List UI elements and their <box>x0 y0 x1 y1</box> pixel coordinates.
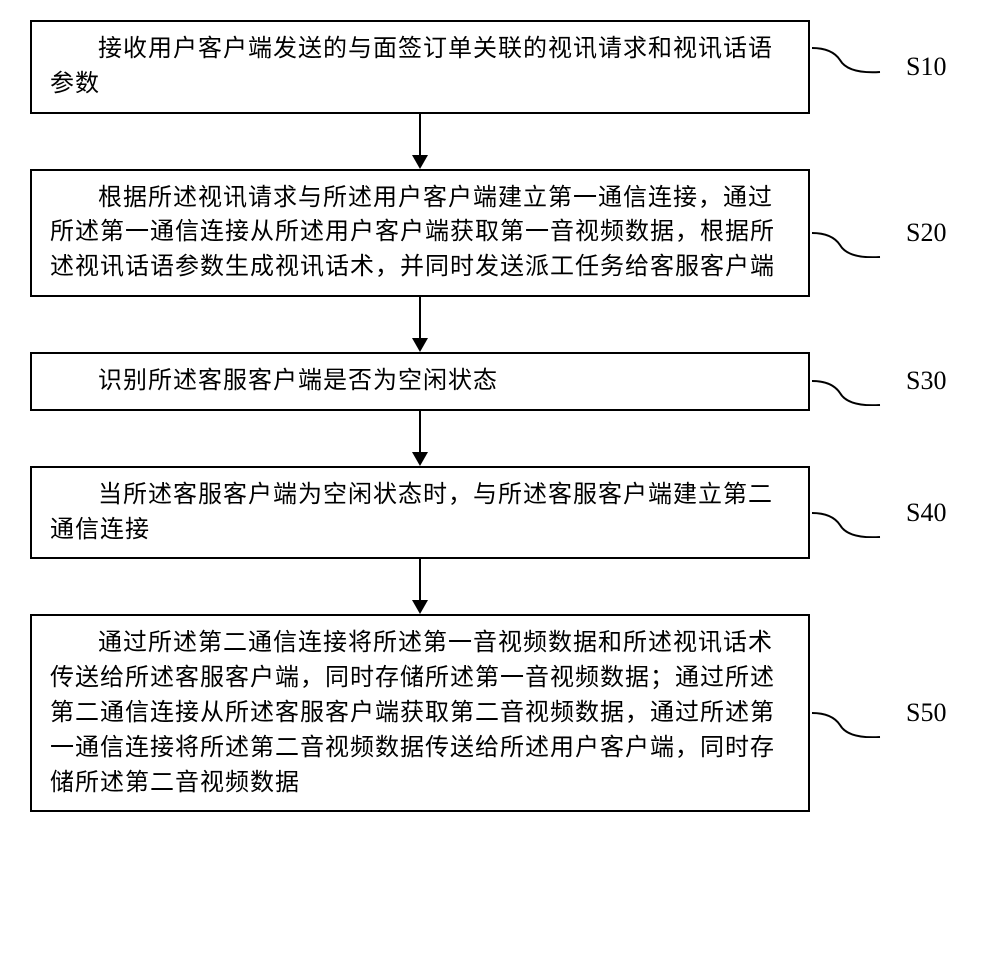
arrow-down <box>30 297 810 352</box>
step-box: 根据所述视讯请求与所述用户客户端建立第一通信连接，通过所述第一通信连接从所述用户… <box>30 169 810 297</box>
step-label: S40 <box>906 498 946 528</box>
step-text: 通过所述第二通信连接将所述第一音视频数据和所述视讯话术传送给所述客服客户端，同时… <box>50 626 790 800</box>
step-label: S50 <box>906 698 946 728</box>
step-label: S30 <box>906 366 946 396</box>
step-box: 接收用户客户端发送的与面签订单关联的视讯请求和视讯话语参数 <box>30 20 810 114</box>
arrow-down <box>30 114 810 169</box>
flow-step-s40: 当所述客服客户端为空闲状态时，与所述客服客户端建立第二通信连接 S40 <box>30 466 970 560</box>
flowchart-container: 接收用户客户端发送的与面签订单关联的视讯请求和视讯话语参数 S10 根据所述视讯… <box>30 20 970 812</box>
step-label-wrap: S30 <box>810 356 960 406</box>
step-label-wrap: S50 <box>810 688 960 738</box>
step-label: S20 <box>906 218 946 248</box>
step-label: S10 <box>906 52 946 82</box>
flow-step-s20: 根据所述视讯请求与所述用户客户端建立第一通信连接，通过所述第一通信连接从所述用户… <box>30 169 970 297</box>
step-box: 当所述客服客户端为空闲状态时，与所述客服客户端建立第二通信连接 <box>30 466 810 560</box>
flow-step-s50: 通过所述第二通信连接将所述第一音视频数据和所述视讯话术传送给所述客服客户端，同时… <box>30 614 970 812</box>
step-label-wrap: S20 <box>810 208 960 258</box>
flow-step-s30: 识别所述客服客户端是否为空闲状态 S30 <box>30 352 970 411</box>
step-label-wrap: S40 <box>810 488 960 538</box>
step-box: 识别所述客服客户端是否为空闲状态 <box>30 352 810 411</box>
arrow-down <box>30 559 810 614</box>
step-box: 通过所述第二通信连接将所述第一音视频数据和所述视讯话术传送给所述客服客户端，同时… <box>30 614 810 812</box>
step-text: 当所述客服客户端为空闲状态时，与所述客服客户端建立第二通信连接 <box>50 478 790 548</box>
step-text: 接收用户客户端发送的与面签订单关联的视讯请求和视讯话语参数 <box>50 32 790 102</box>
arrow-down <box>30 411 810 466</box>
step-text: 识别所述客服客户端是否为空闲状态 <box>50 364 790 399</box>
step-label-wrap: S10 <box>810 42 960 92</box>
flow-step-s10: 接收用户客户端发送的与面签订单关联的视讯请求和视讯话语参数 S10 <box>30 20 970 114</box>
step-text: 根据所述视讯请求与所述用户客户端建立第一通信连接，通过所述第一通信连接从所述用户… <box>50 181 790 285</box>
